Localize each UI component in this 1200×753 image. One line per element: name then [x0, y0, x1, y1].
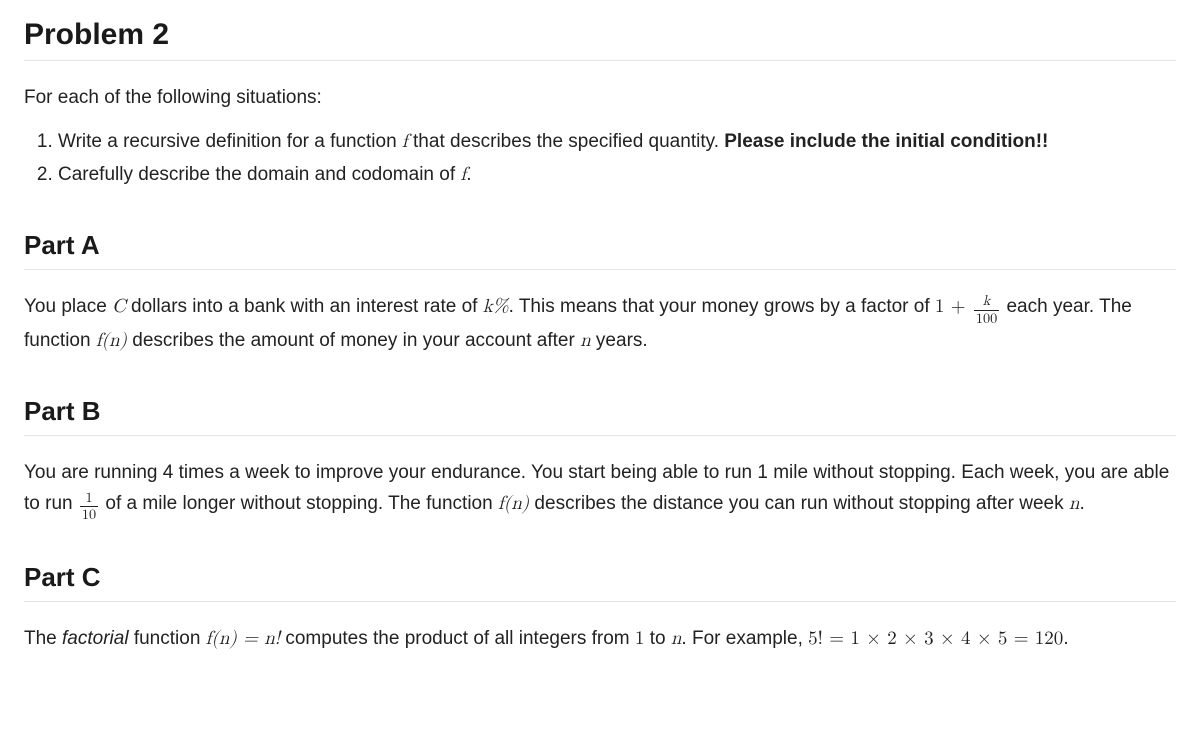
- math-fraction-1-10: 110: [80, 491, 98, 523]
- text: You place: [24, 296, 112, 317]
- math-fraction-k-100: k100: [974, 294, 999, 326]
- fraction-denominator: 100: [974, 311, 999, 326]
- problem-steps: Write a recursive definition for a funct…: [24, 127, 1176, 190]
- step-2-text-a: Carefully describe the domain and codoma…: [58, 164, 460, 185]
- math-n: n: [580, 331, 591, 350]
- text: . This means that your money grows by a …: [509, 296, 935, 317]
- problem-intro: For each of the following situations:: [24, 83, 1176, 113]
- part-b-title: Part B: [24, 396, 1176, 436]
- math-one-plus: 1 +: [935, 297, 972, 316]
- part-a-title: Part A: [24, 230, 1176, 270]
- fraction-numerator: k: [974, 294, 999, 310]
- text: dollars into a bank with an interest rat…: [126, 296, 483, 317]
- text: computes the product of all integers fro…: [280, 628, 635, 649]
- part-c-title: Part C: [24, 562, 1176, 602]
- factorial-word: factorial: [62, 628, 129, 649]
- math-factorial-example: 5! = 1 × 2 × 3 × 4 × 5 = 120: [808, 629, 1063, 648]
- math-n: n: [1069, 494, 1080, 513]
- math-fn: f(n): [96, 331, 127, 350]
- fraction-numerator: 1: [80, 491, 98, 507]
- math-C: C: [112, 297, 126, 316]
- text: years.: [591, 330, 648, 351]
- text: of a mile longer without stopping. The f…: [100, 493, 498, 514]
- math-k-percent: k%: [483, 297, 509, 316]
- text: to: [644, 628, 670, 649]
- math-fn: f(n): [498, 494, 529, 513]
- text: The: [24, 628, 62, 649]
- step-1: Write a recursive definition for a funct…: [58, 127, 1176, 157]
- text: function: [129, 628, 206, 649]
- text: .: [1063, 628, 1068, 649]
- text: describes the amount of money in your ac…: [127, 330, 580, 351]
- step-1-text-b: that describes the specified quantity.: [408, 131, 725, 152]
- part-b-body: You are running 4 times a week to improv…: [24, 458, 1176, 522]
- math-one: 1: [635, 629, 645, 648]
- math-fn-eq-nfact: f(n) = n!: [206, 629, 280, 648]
- text: describes the distance you can run witho…: [529, 493, 1069, 514]
- fraction-denominator: 10: [80, 507, 98, 522]
- text: .: [1079, 493, 1084, 514]
- step-1-bold: Please include the initial condition!!: [724, 131, 1048, 152]
- part-c-body: The factorial function f(n) = n! compute…: [24, 624, 1176, 654]
- step-1-text-a: Write a recursive definition for a funct…: [58, 131, 402, 152]
- step-2-text-b: .: [466, 164, 471, 185]
- problem-document: Problem 2 For each of the following situ…: [0, 0, 1200, 687]
- text: . For example,: [681, 628, 808, 649]
- problem-title: Problem 2: [24, 18, 1176, 61]
- math-n: n: [671, 629, 682, 648]
- step-2: Carefully describe the domain and codoma…: [58, 160, 1176, 190]
- part-a-body: You place C dollars into a bank with an …: [24, 292, 1176, 356]
